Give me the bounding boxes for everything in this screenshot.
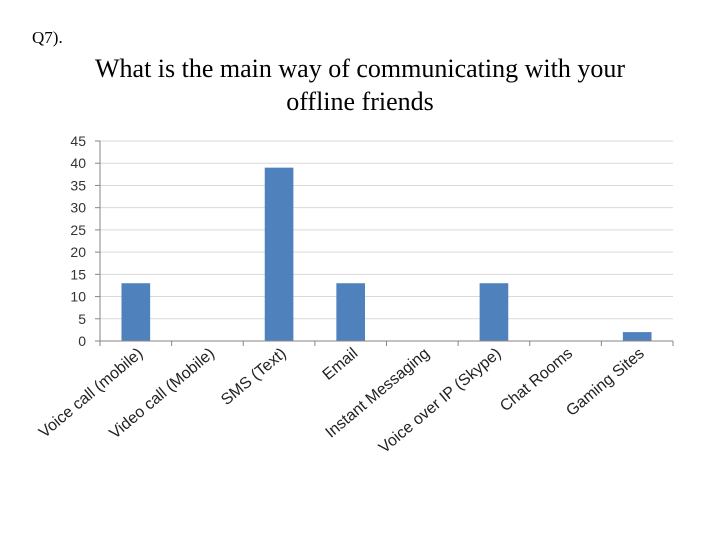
y-tick-label: 10	[70, 289, 86, 305]
bar	[264, 167, 294, 341]
bar	[121, 283, 151, 341]
x-category-label: Gaming Sites	[563, 345, 648, 420]
y-tick-label: 20	[70, 244, 86, 260]
gridlines	[100, 140, 673, 320]
bars	[121, 167, 652, 341]
y-tick-label: 30	[70, 200, 86, 216]
y-tick-label: 40	[70, 155, 86, 171]
y-tick-labels: 0 5 10 15 20 25 30 35 40 45	[70, 133, 86, 349]
y-tick-label: 35	[70, 177, 86, 193]
question-label: Q7).	[32, 28, 63, 47]
y-tick-label: 45	[70, 133, 86, 149]
axes	[95, 140, 674, 346]
y-tick-label: 5	[78, 311, 86, 327]
chart-title: What is the main way of communicating wi…	[95, 54, 625, 116]
y-tick-label: 0	[78, 333, 86, 349]
y-tick-label: 15	[70, 266, 86, 282]
bar	[479, 283, 509, 341]
x-category-label: Voice over IP (Skype)	[376, 345, 505, 457]
x-category-labels: Voice call (mobile)Video call (Mobile) SM…	[36, 345, 648, 457]
bar	[622, 332, 652, 341]
bar	[336, 283, 366, 341]
x-category-label: Email	[320, 345, 362, 384]
x-category-label: SMS (Text)	[218, 345, 290, 409]
y-tick-label: 25	[70, 222, 86, 238]
